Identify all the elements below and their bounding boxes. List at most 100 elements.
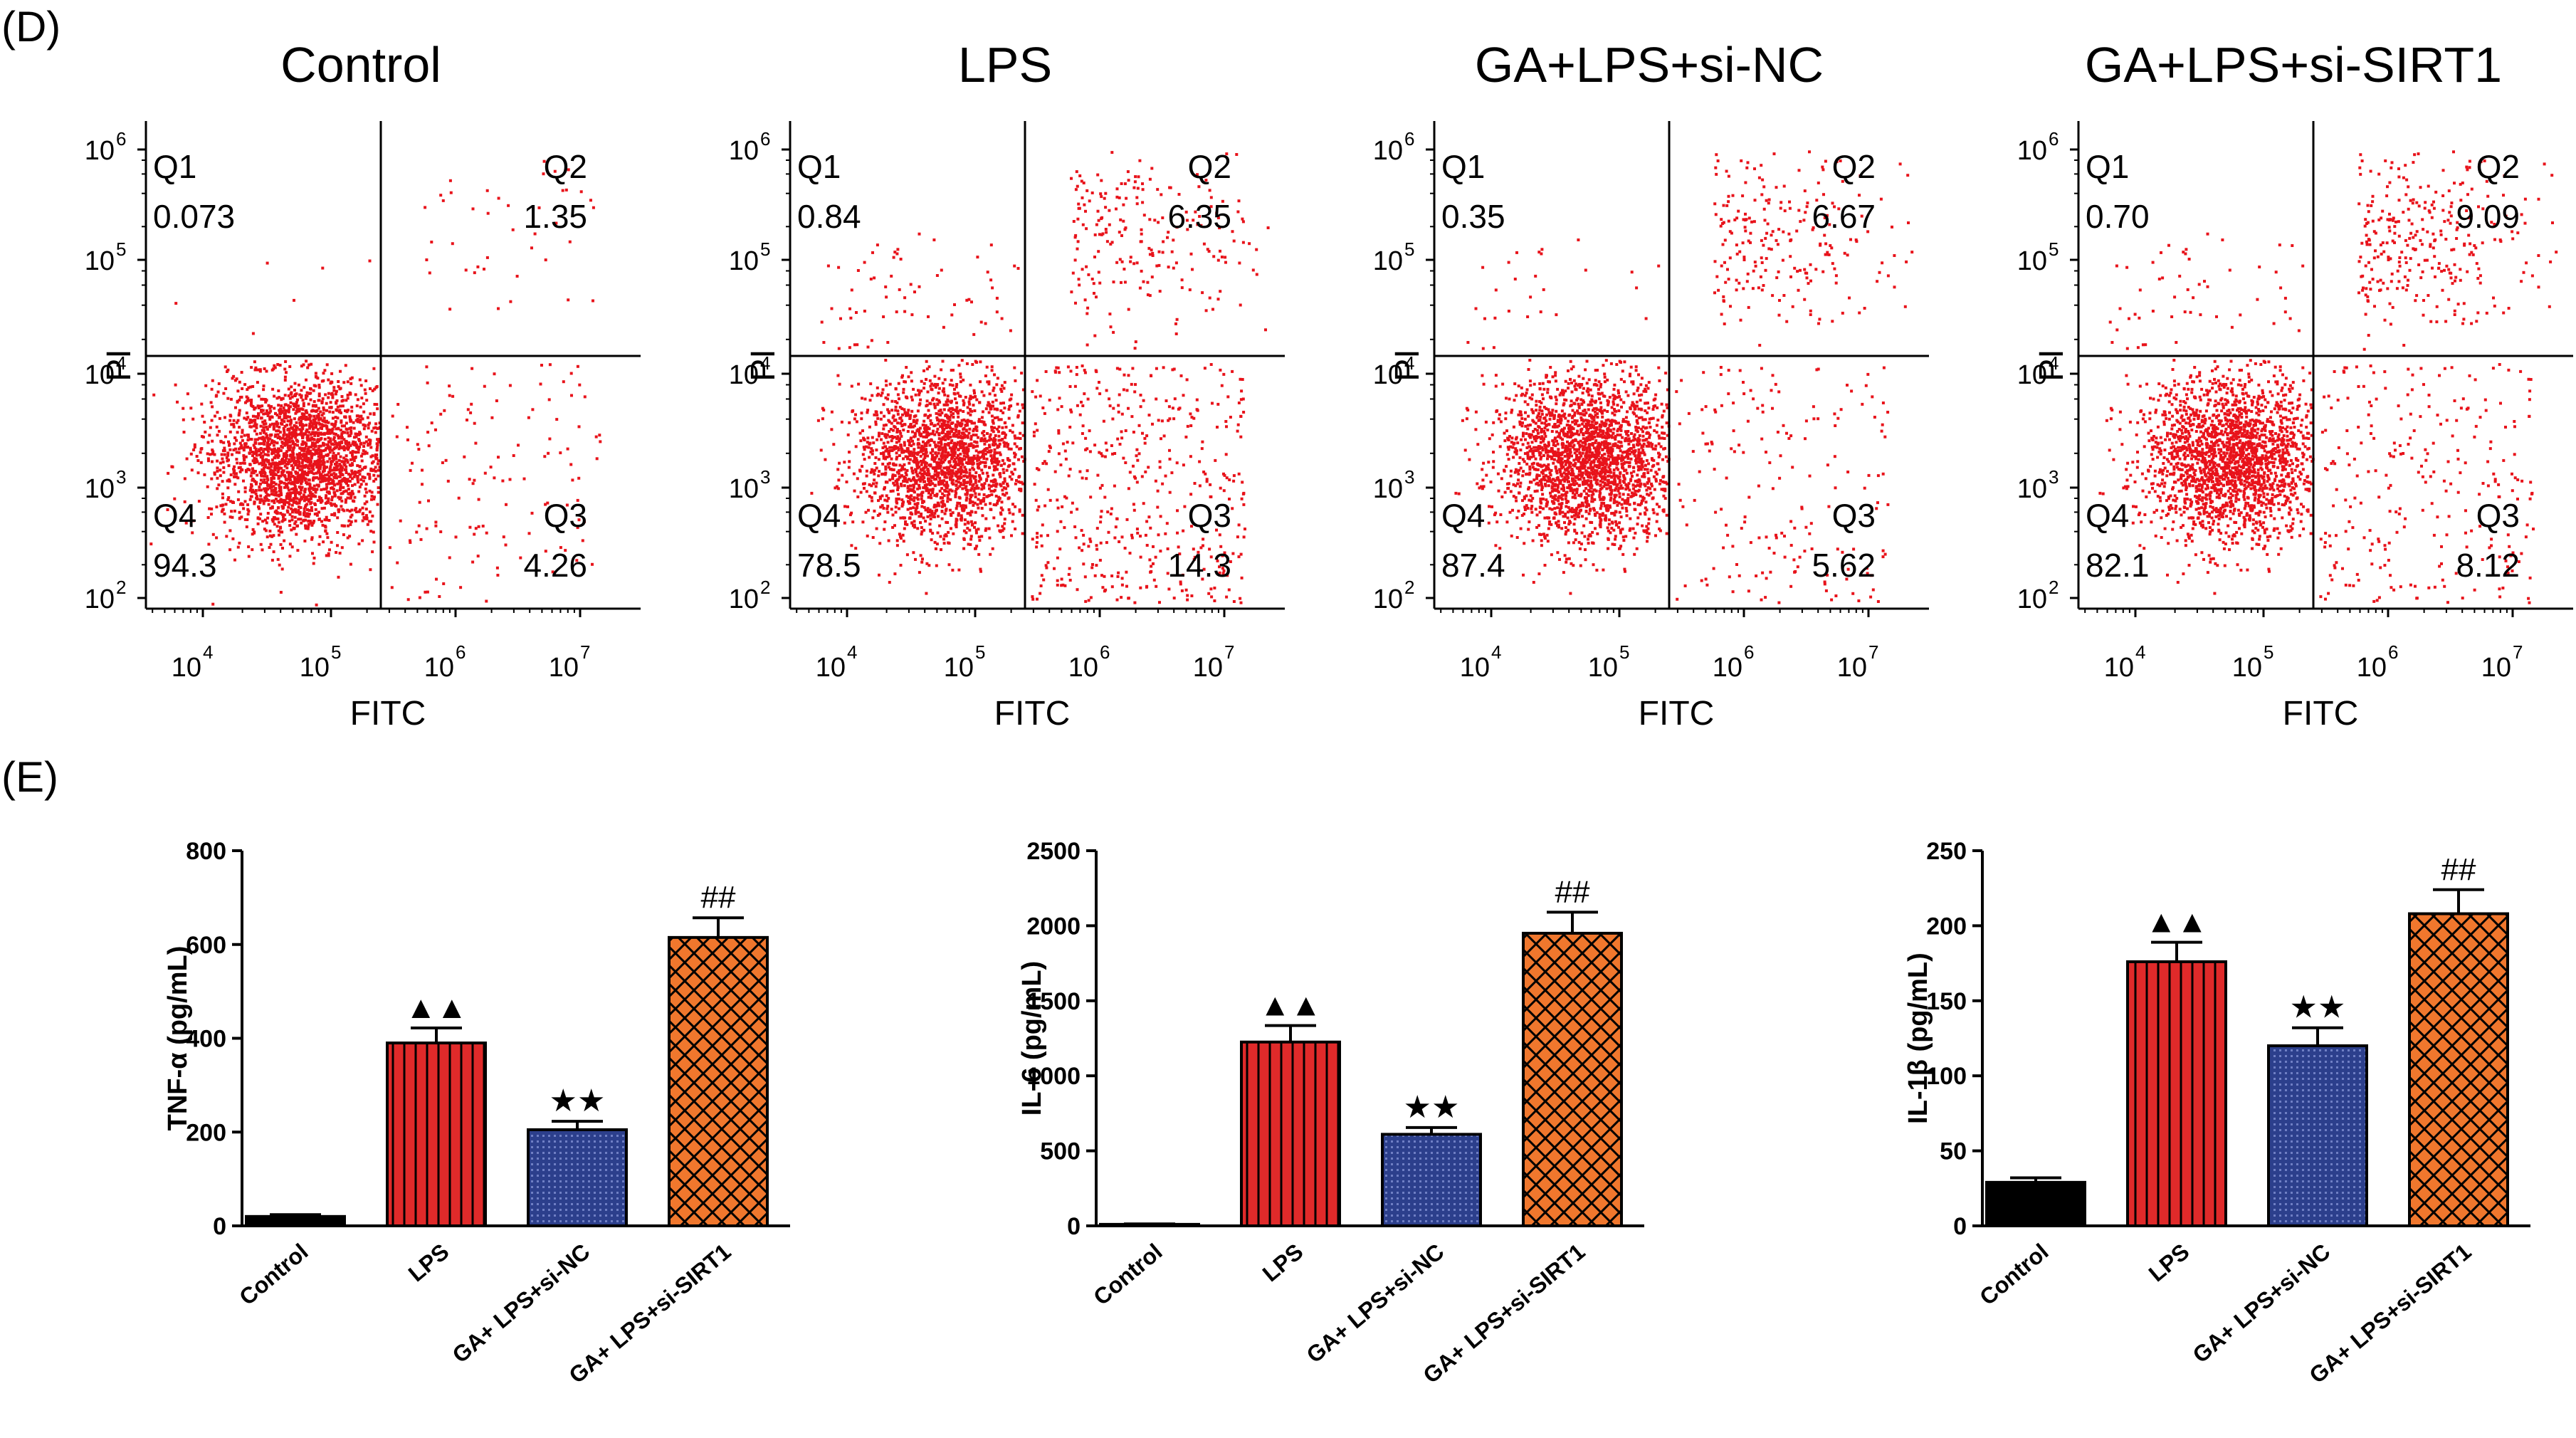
dot bbox=[342, 446, 346, 450]
dot bbox=[928, 508, 932, 512]
dot bbox=[298, 421, 302, 424]
dot bbox=[969, 535, 973, 538]
dot bbox=[1190, 525, 1193, 528]
dot bbox=[201, 435, 205, 439]
dot bbox=[263, 499, 267, 503]
dot bbox=[923, 448, 927, 451]
dot bbox=[254, 482, 258, 486]
dot bbox=[323, 437, 327, 441]
dot bbox=[268, 425, 271, 429]
dot bbox=[930, 475, 933, 478]
dot bbox=[1118, 367, 1122, 371]
dot bbox=[953, 447, 957, 451]
dot bbox=[396, 403, 400, 406]
dot bbox=[925, 562, 929, 565]
dot bbox=[1242, 503, 1246, 506]
dot bbox=[987, 483, 991, 487]
dot bbox=[969, 493, 972, 497]
dot bbox=[1241, 492, 1245, 495]
dot bbox=[300, 412, 304, 416]
dot bbox=[960, 469, 963, 473]
dot bbox=[235, 472, 238, 476]
dot bbox=[337, 510, 340, 513]
dot bbox=[1132, 431, 1135, 434]
dot bbox=[251, 469, 255, 472]
dot bbox=[325, 446, 328, 450]
dot bbox=[980, 483, 984, 486]
dot bbox=[890, 508, 893, 511]
dot bbox=[298, 393, 302, 397]
dot bbox=[895, 471, 899, 474]
dot bbox=[246, 439, 250, 442]
dot bbox=[253, 438, 257, 441]
dot bbox=[980, 416, 984, 419]
dot bbox=[275, 424, 279, 428]
dot bbox=[887, 466, 890, 469]
dot bbox=[296, 549, 300, 552]
dot bbox=[947, 542, 951, 545]
dot bbox=[946, 433, 950, 436]
dot bbox=[348, 510, 352, 513]
dot bbox=[894, 409, 898, 412]
dot bbox=[866, 534, 869, 537]
dot bbox=[364, 379, 368, 382]
dot bbox=[236, 545, 240, 549]
dot bbox=[1111, 452, 1114, 456]
dot bbox=[990, 414, 994, 418]
dot bbox=[290, 503, 294, 507]
dot bbox=[954, 397, 957, 401]
dot bbox=[547, 398, 551, 402]
dot bbox=[906, 457, 909, 461]
dot bbox=[893, 419, 896, 422]
dot bbox=[317, 438, 320, 441]
dot bbox=[267, 450, 270, 453]
quadrant-value-q1: 0.073 bbox=[153, 198, 235, 235]
dot bbox=[497, 456, 500, 459]
dot bbox=[301, 427, 305, 431]
dot bbox=[335, 476, 338, 480]
dot bbox=[897, 493, 900, 496]
dot bbox=[1231, 369, 1234, 373]
dot bbox=[937, 434, 941, 436]
dot bbox=[349, 491, 352, 495]
dot bbox=[337, 495, 340, 499]
dot bbox=[1046, 488, 1050, 491]
dot bbox=[976, 454, 979, 458]
dot bbox=[270, 518, 274, 522]
dot bbox=[372, 426, 376, 430]
dot bbox=[968, 471, 972, 475]
dot bbox=[946, 484, 950, 488]
dot bbox=[875, 527, 878, 530]
dot bbox=[300, 394, 303, 397]
dot bbox=[232, 468, 236, 471]
dot bbox=[259, 478, 263, 482]
dot bbox=[964, 429, 968, 433]
dot bbox=[304, 418, 307, 421]
dot bbox=[350, 409, 354, 413]
dot bbox=[885, 384, 888, 387]
dot bbox=[299, 491, 303, 495]
dot bbox=[307, 519, 310, 523]
dot bbox=[1160, 437, 1162, 441]
dot bbox=[349, 463, 353, 467]
dot bbox=[911, 469, 915, 473]
dot bbox=[873, 468, 877, 472]
dot bbox=[309, 462, 312, 466]
dot bbox=[269, 483, 273, 487]
dot bbox=[302, 512, 305, 515]
dot bbox=[893, 524, 896, 528]
dot bbox=[434, 524, 438, 528]
dot bbox=[911, 439, 914, 443]
dot bbox=[293, 433, 295, 436]
dot bbox=[374, 457, 378, 461]
dot bbox=[307, 392, 311, 395]
dot bbox=[1056, 556, 1059, 560]
dot bbox=[315, 466, 319, 469]
dot bbox=[922, 528, 926, 532]
dot bbox=[299, 518, 303, 521]
dot bbox=[1021, 513, 1024, 517]
dot bbox=[287, 501, 290, 504]
dot bbox=[918, 471, 922, 475]
dot bbox=[1006, 443, 1010, 446]
dot bbox=[316, 471, 320, 473]
